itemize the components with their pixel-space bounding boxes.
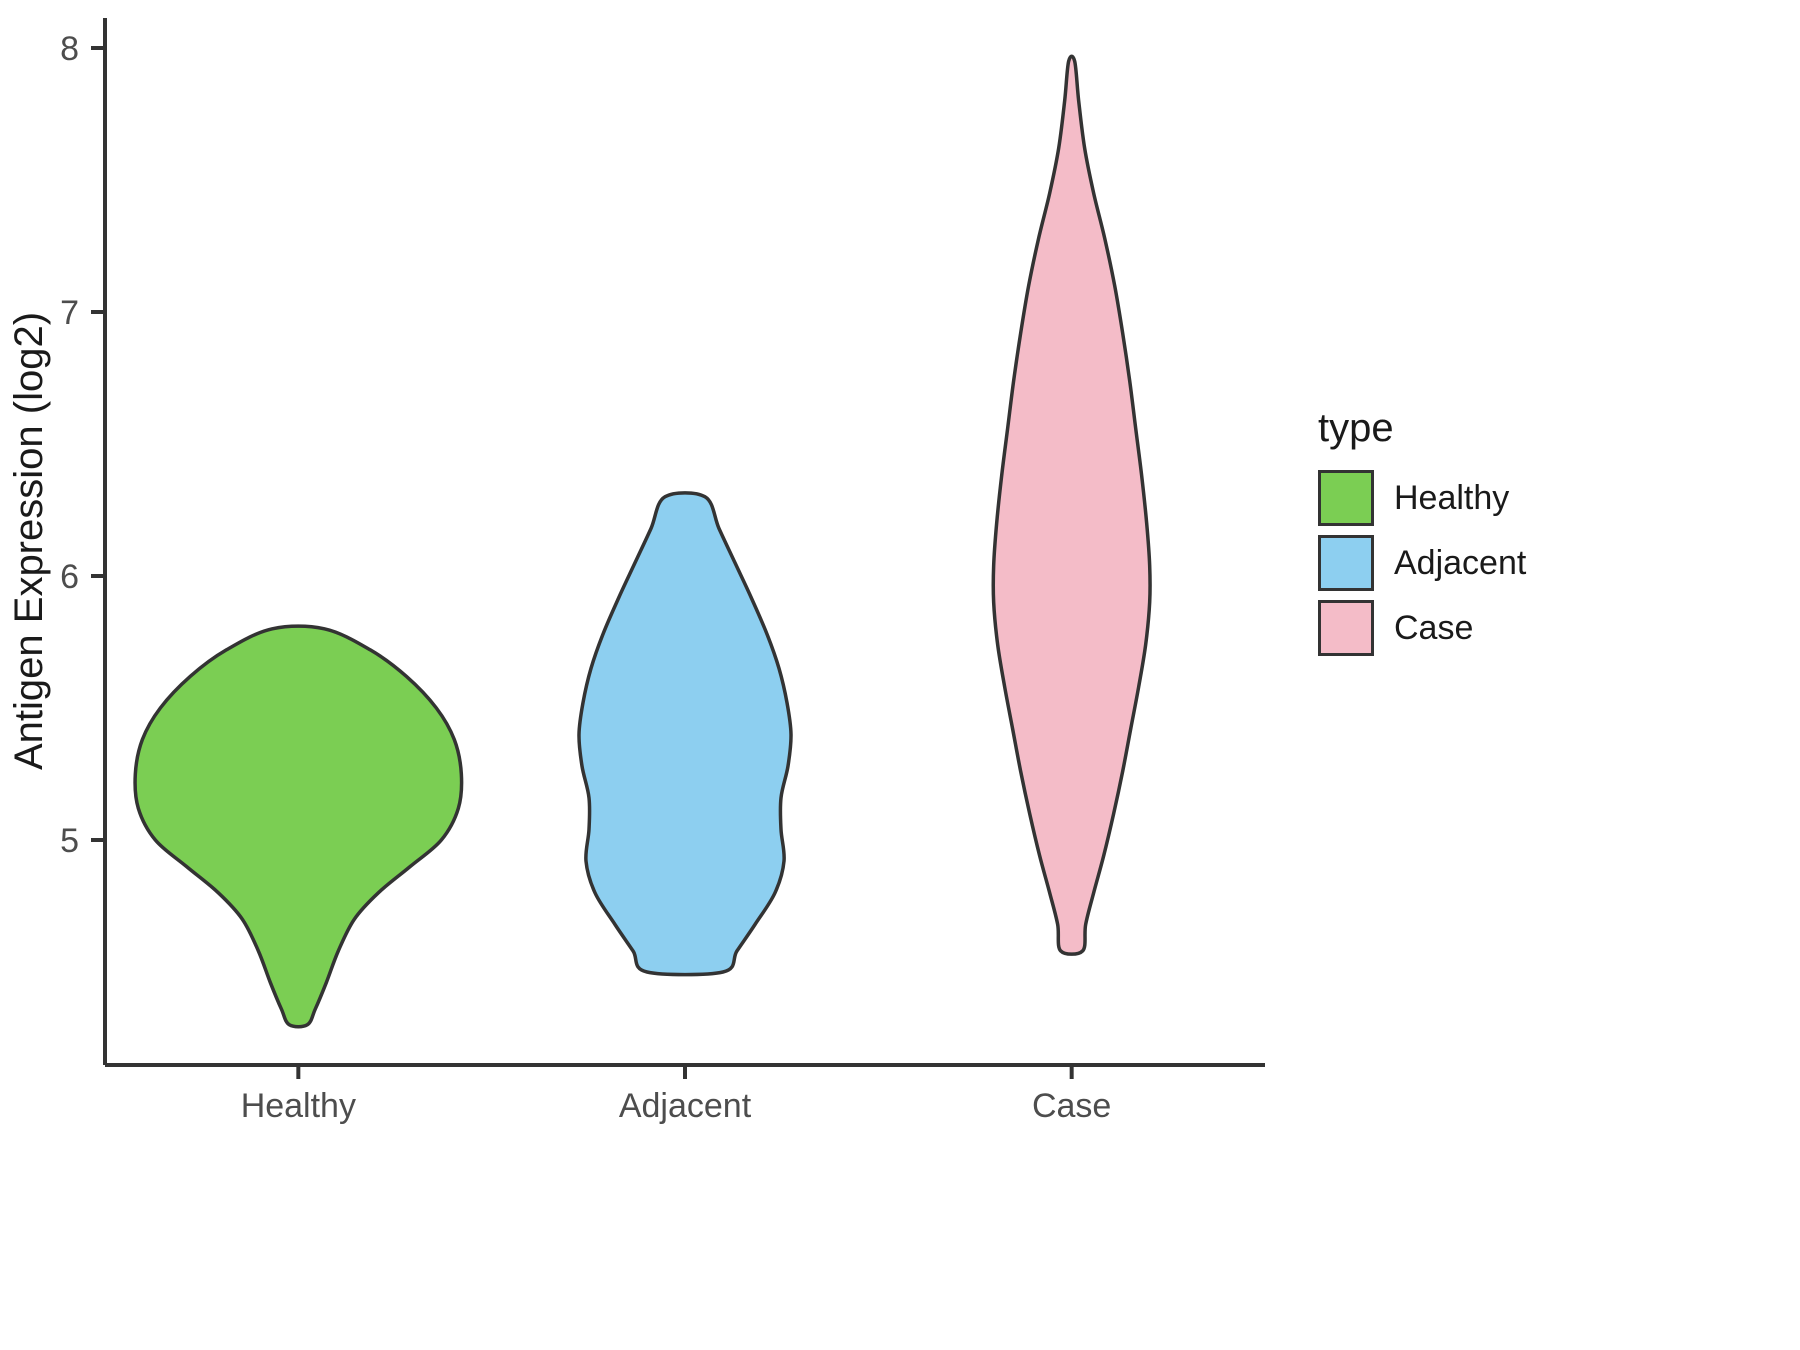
legend-key-case (1318, 600, 1374, 656)
violin-healthy (133, 624, 464, 1029)
legend-entry-healthy: Healthy (1318, 470, 1526, 526)
y-axis-title: Antigen Expression (log2) (7, 312, 51, 770)
violin-adjacent (577, 491, 793, 977)
x-tick-label-adjacent: Adjacent (619, 1087, 752, 1125)
x-tick-label-healthy: Healthy (241, 1087, 356, 1125)
y-tick-label: 7 (60, 294, 79, 332)
legend-label-adjacent: Adjacent (1394, 544, 1527, 582)
y-tick-label: 8 (60, 30, 79, 68)
legend-label-case: Case (1394, 609, 1474, 647)
legend-key-adjacent (1318, 535, 1374, 591)
legend: type Healthy Adjacent Case (1318, 408, 1526, 665)
legend-key-healthy (1318, 470, 1374, 526)
legend-entry-case: Case (1318, 600, 1526, 656)
violin-case (991, 54, 1152, 956)
legend-title: type (1318, 406, 1394, 450)
legend-entry-adjacent: Adjacent (1318, 535, 1526, 591)
y-tick-label: 6 (60, 558, 79, 596)
x-tick-label-case: Case (1032, 1087, 1111, 1125)
y-tick-label: 5 (60, 822, 79, 860)
legend-label-healthy: Healthy (1394, 479, 1510, 517)
